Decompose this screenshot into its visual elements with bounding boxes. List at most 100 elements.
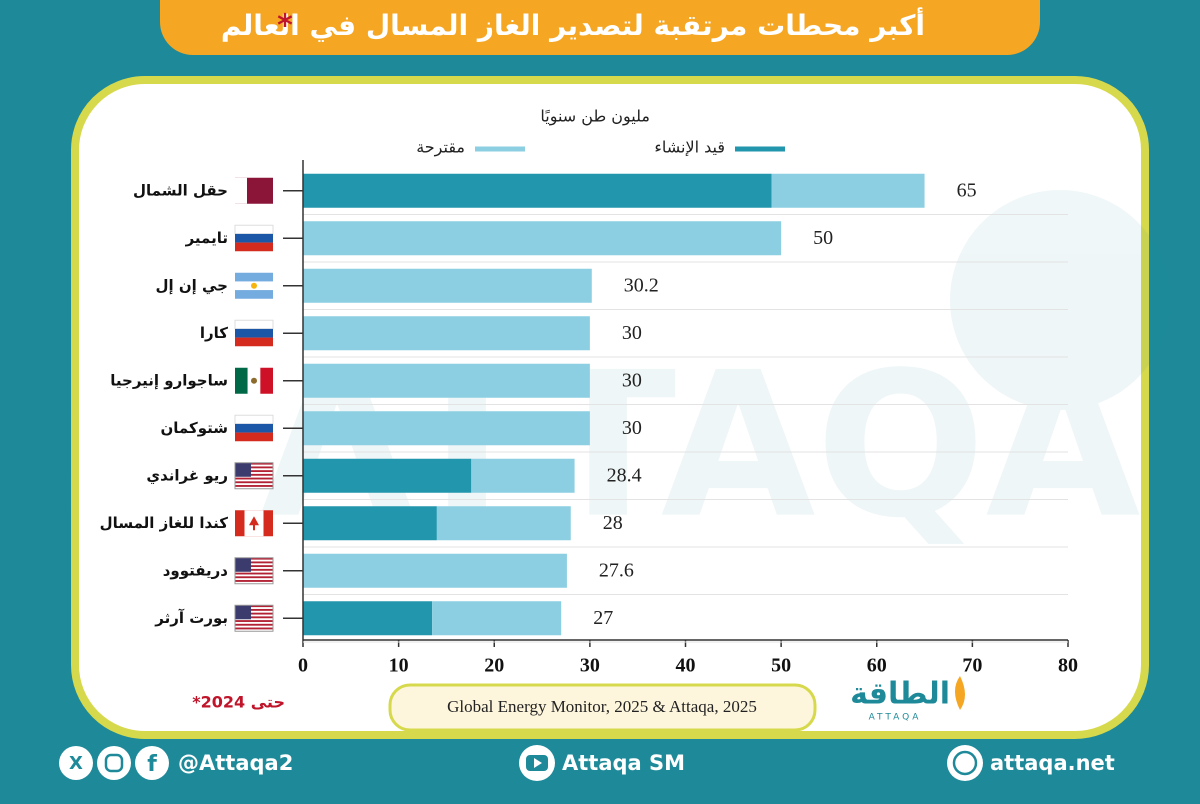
x-tick-label: 30 — [580, 655, 600, 677]
flag-part — [235, 623, 273, 626]
social-handle: @Attaqa2 — [178, 751, 293, 775]
flag — [234, 414, 274, 442]
flag-part — [235, 432, 273, 442]
flag — [234, 557, 274, 585]
bar-segment — [303, 221, 782, 256]
logo-text: الطاقة — [850, 677, 950, 712]
bar-segment — [303, 363, 590, 398]
flag-part — [251, 377, 257, 384]
flag-part — [251, 282, 257, 289]
bar-segment — [303, 173, 772, 208]
chart-title: أكبر محطات مرتقبة لتصدير الغاز المسال في… — [221, 7, 925, 42]
youtube-handle: Attaqa SM — [562, 751, 685, 775]
icon-glyph: f — [147, 752, 157, 777]
flag-part — [235, 481, 273, 484]
y-tick-label: تايمير — [185, 229, 228, 247]
bar-segment — [303, 458, 472, 493]
icon-glyph: X — [69, 753, 83, 774]
flag-part — [235, 233, 273, 243]
y-tick-label: ريو غراندي — [146, 466, 228, 485]
x-tick-label: 10 — [389, 655, 409, 677]
flag-part — [235, 605, 273, 608]
flag-part — [235, 485, 273, 487]
flag-part — [235, 608, 273, 611]
flag-part — [235, 470, 273, 473]
x-icon — [59, 746, 93, 780]
logo: الطاقة ATTAQA — [850, 676, 965, 723]
x-tick-label: 0 — [298, 655, 308, 677]
total-label: 30 — [622, 369, 642, 391]
facebook-icon — [135, 746, 169, 780]
y-tick-label: ساجوارو إنيرجيا — [110, 371, 228, 389]
flag-part — [235, 580, 273, 582]
title-asterisk: * — [277, 9, 293, 44]
total-label: 65 — [957, 179, 977, 201]
icon-glyph — [104, 753, 124, 773]
website: attaqa.net — [990, 751, 1115, 775]
flag-part — [235, 473, 273, 476]
bar-segment — [303, 268, 592, 303]
flag — [235, 177, 273, 204]
flag-part — [235, 568, 273, 571]
flag-part — [234, 224, 274, 235]
logo-sub: ATTAQA — [869, 713, 922, 723]
x-tick-label: 70 — [962, 655, 982, 677]
bar-segment — [471, 458, 575, 493]
total-label: 28 — [603, 512, 623, 534]
flag-part — [235, 462, 251, 477]
bar-segment — [771, 173, 925, 208]
flag-part — [235, 576, 273, 579]
flag-part — [235, 466, 273, 469]
legend-label: قيد الإنشاء — [654, 138, 725, 157]
flag-part — [235, 565, 273, 568]
flag-part — [260, 367, 273, 394]
legend-label: مقترحة — [416, 138, 465, 158]
flag — [235, 367, 273, 394]
flag-part — [234, 319, 274, 330]
flag-part — [235, 616, 273, 619]
flag-part — [235, 612, 273, 615]
note: *حتى 2024 — [192, 693, 285, 712]
x-tick-label: 40 — [676, 655, 696, 677]
flag-part — [234, 462, 274, 490]
total-label: 28.4 — [607, 464, 642, 486]
bar-segment — [303, 553, 567, 588]
flag-part — [234, 557, 274, 585]
flag — [234, 224, 274, 252]
y-tick-label: بورت آرثر — [154, 609, 228, 627]
flag-part — [234, 604, 274, 632]
y-tick-label: شتوكمان — [161, 419, 229, 437]
y-tick-label: كارا — [200, 324, 228, 342]
total-label: 27 — [593, 607, 613, 629]
x-tick-label: 20 — [484, 655, 504, 677]
flag-part — [235, 462, 273, 465]
flag-part — [235, 477, 273, 480]
flag — [234, 319, 274, 347]
bar-segment — [303, 316, 590, 351]
flag-part — [235, 627, 273, 630]
flag-part — [235, 561, 273, 564]
total-label: 30 — [622, 417, 642, 439]
flag-part — [235, 572, 273, 575]
web-icon — [947, 745, 983, 781]
footer: X f @Attaqa2 Attaqa SM attaqa.net — [59, 745, 1115, 781]
flag-part — [235, 367, 248, 394]
flag-part — [235, 177, 247, 204]
x-tick-label: 80 — [1058, 655, 1078, 677]
flag-part — [235, 557, 251, 572]
flag-part — [235, 337, 273, 347]
flag-part — [235, 328, 273, 338]
total-label: 50 — [813, 227, 833, 249]
bar-segment — [432, 601, 562, 636]
y-tick-label: حقل الشمال — [133, 181, 228, 199]
bar-segment — [303, 601, 433, 636]
logo-drop — [955, 676, 965, 710]
icon-glyph — [534, 758, 542, 768]
total-label: 30.2 — [624, 274, 659, 296]
y-tick-label: دريفتوود — [163, 561, 229, 579]
instagram-icon — [97, 746, 131, 780]
total-label: 30 — [622, 322, 642, 344]
flag-part — [235, 620, 273, 622]
flag-part — [235, 242, 273, 252]
x-tick-label: 50 — [771, 655, 791, 677]
